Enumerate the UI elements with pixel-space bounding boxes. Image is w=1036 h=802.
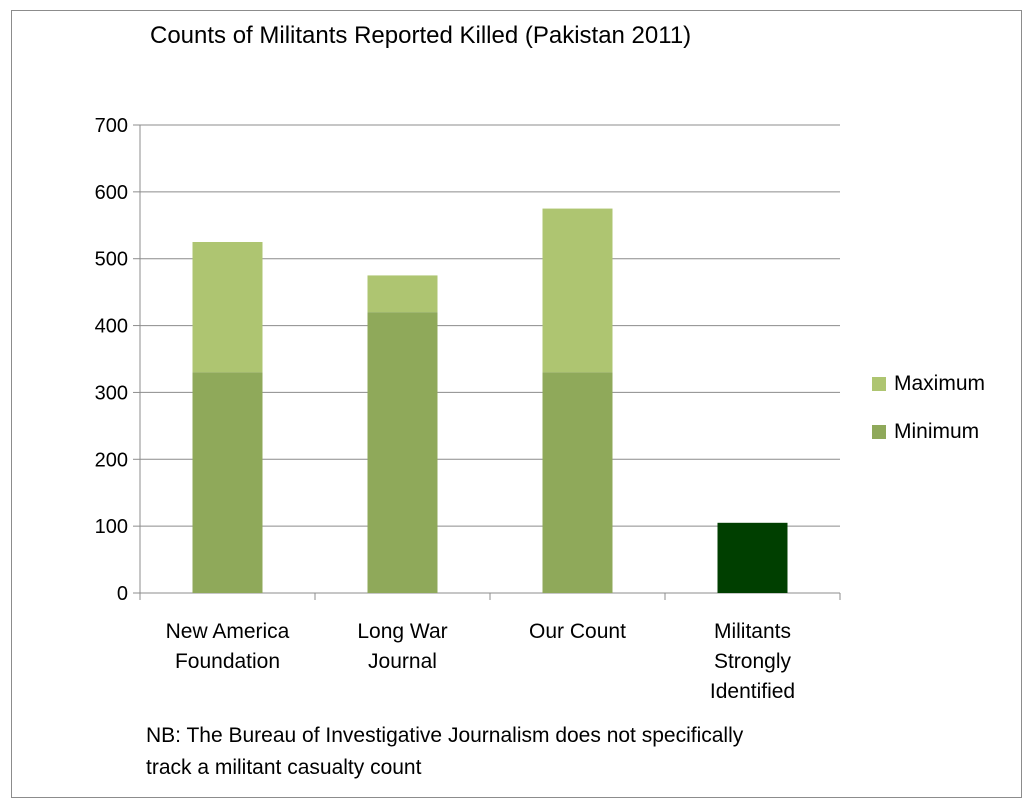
bar-minimum-2 [542,372,613,593]
legend-swatch-maximum [872,377,886,391]
chart-frame [11,10,1022,798]
legend: Maximum Minimum [872,370,985,466]
x-category-label-3-2: Identified [710,680,795,703]
footnote: NB: The Bureau of Investigative Journali… [146,720,743,784]
footnote-line-2: track a militant casualty count [146,756,422,779]
y-tick-label-400: 400 [95,316,128,338]
y-tick-label-300: 300 [95,382,128,404]
x-category-label-3-0: Militants [714,620,791,643]
y-tick-label-600: 600 [95,182,128,204]
chart-title: Counts of Militants Reported Killed (Pak… [150,22,692,49]
legend-label-minimum: Minimum [894,420,980,443]
bar-maximum-1 [367,275,438,313]
legend-swatch-minimum [872,425,886,439]
bar-maximum-0 [192,242,263,373]
x-category-label-2-0: Our Count [529,620,626,643]
legend-label-maximum: Maximum [894,372,986,395]
x-category-label-1-1: Journal [368,650,437,673]
x-category-label-3-1: Strongly [714,650,792,673]
legend-item-minimum: Minimum [872,418,985,446]
y-tick-label-200: 200 [95,449,128,471]
y-tick-label-700: 700 [95,115,128,137]
legend-item-maximum: Maximum [872,370,985,398]
bar-minimum-0 [192,372,263,593]
bar-maximum-2 [542,208,613,373]
footnote-line-1: NB: The Bureau of Investigative Journali… [146,724,744,747]
x-category-label-0-1: Foundation [175,650,280,673]
y-tick-label-500: 500 [95,249,128,271]
bar-minimum-3 [717,522,788,593]
x-category-label-1-0: Long War [357,620,447,643]
bar-minimum-1 [367,312,438,593]
x-category-label-0-0: New America [166,620,290,643]
y-tick-label-100: 100 [95,516,128,538]
y-tick-label-0: 0 [117,583,128,605]
